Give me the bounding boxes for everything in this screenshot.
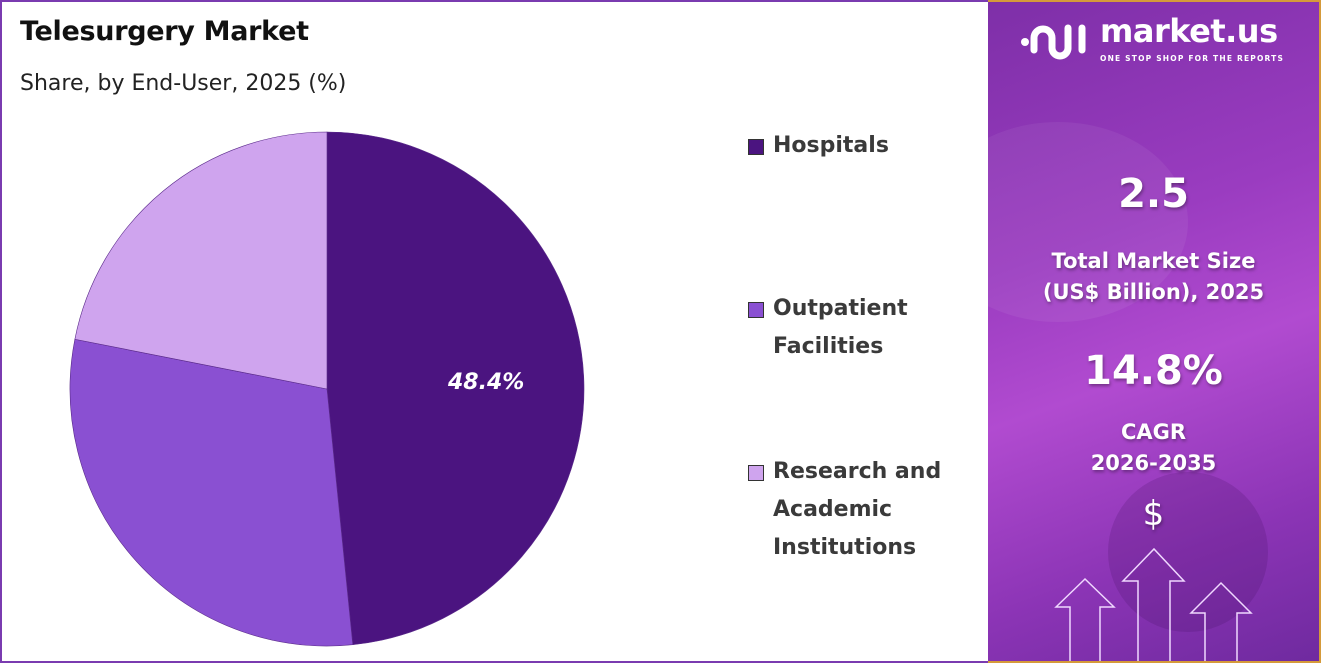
summary-panel: market.us ONE STOP SHOP FOR THE REPORTS … [988, 0, 1321, 663]
market-size-label: Total Market Size [1051, 249, 1256, 273]
dollar-icon: $ [1142, 494, 1165, 534]
legend-swatch [748, 465, 764, 481]
chart-title: Telesurgery Market [20, 16, 309, 47]
cagr-value: 14.8% [1084, 348, 1223, 394]
pie-slice-hospitals [326, 131, 585, 646]
logo-tagline: ONE STOP SHOP FOR THE REPORTS [1100, 54, 1285, 63]
legend-label: Academic [773, 497, 893, 522]
legend-label: Hospitals [773, 133, 889, 158]
legend-swatch [748, 302, 764, 318]
pie-slice-research-and-academic-institutions [74, 131, 328, 390]
legend-label: Institutions [773, 535, 917, 560]
chart-subtitle: Share, by End-User, 2025 (%) [20, 71, 347, 96]
chart-panel: Telesurgery Market Share, by End-User, 2… [0, 0, 988, 663]
logo-text: market.us [1100, 12, 1278, 50]
legend-label: Research and [773, 459, 942, 484]
logo-icon [1021, 24, 1086, 60]
market-us-logo: market.us ONE STOP SHOP FOR THE REPORTS [1018, 14, 1308, 70]
pie-chart: 48.4% [69, 131, 585, 647]
cagr-label: CAGR [1120, 420, 1187, 444]
market-size-label: (US$ Billion), 2025 [1042, 280, 1265, 304]
cagr-period: 2026-2035 [1090, 451, 1217, 475]
legend-swatch [748, 139, 764, 155]
market-size-value: 2.5 [1118, 171, 1189, 217]
legend-label: Outpatient [773, 296, 908, 321]
legend-label: Facilities [773, 334, 884, 359]
data-label: 48.4% [447, 370, 524, 395]
up-arrow-icon [1054, 547, 1253, 661]
pie-slice-outpatient-facilities [69, 338, 354, 647]
